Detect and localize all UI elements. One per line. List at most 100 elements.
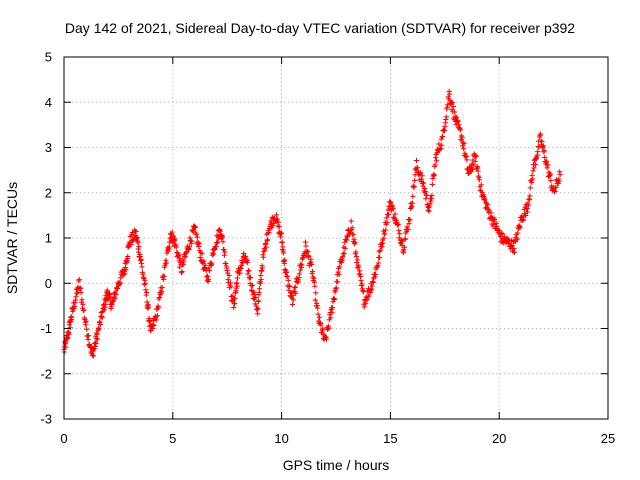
data-point — [112, 296, 118, 302]
data-point — [228, 284, 234, 290]
data-point — [364, 297, 370, 303]
data-point — [353, 249, 359, 255]
data-point — [290, 297, 297, 303]
data-point — [485, 202, 491, 208]
data-point — [193, 232, 200, 238]
data-point — [99, 315, 105, 321]
data-point — [279, 239, 285, 245]
data-point — [122, 271, 128, 277]
data-point — [273, 212, 280, 218]
data-point — [90, 346, 96, 353]
data-point — [262, 247, 268, 253]
data-point — [351, 236, 357, 242]
data-point — [258, 276, 264, 282]
data-point — [285, 277, 291, 283]
y-tick-label: -2 — [40, 366, 52, 381]
x-tick-label: 15 — [383, 431, 397, 446]
data-point — [280, 250, 287, 256]
data-point — [315, 305, 321, 311]
chart-title: Day 142 of 2021, Sidereal Day-to-day VTE… — [65, 20, 575, 36]
data-point — [341, 250, 347, 256]
data-point — [192, 224, 199, 230]
data-point — [222, 249, 228, 255]
data-point — [177, 264, 183, 270]
data-point — [190, 229, 196, 235]
data-point — [544, 158, 550, 164]
data-point — [144, 299, 150, 305]
data-point — [459, 134, 465, 140]
x-tick-label: 25 — [601, 431, 615, 446]
data-point — [205, 276, 212, 283]
data-point — [103, 297, 109, 304]
data-point — [259, 265, 266, 271]
y-tick-label: -1 — [40, 321, 52, 336]
data-point — [323, 336, 330, 342]
data-point — [97, 321, 103, 328]
data-point — [315, 311, 321, 317]
data-point — [411, 184, 417, 190]
data-point — [318, 322, 324, 328]
data-point — [527, 185, 533, 191]
data-point — [251, 289, 257, 295]
data-point — [155, 305, 162, 311]
data-point — [361, 304, 367, 310]
data-point — [331, 296, 338, 303]
data-point — [336, 264, 343, 270]
data-point — [418, 170, 424, 176]
grid — [64, 57, 608, 419]
data-point — [194, 234, 200, 240]
data-point — [388, 199, 394, 205]
data-point — [255, 305, 261, 311]
data-point — [333, 285, 339, 291]
data-point — [128, 241, 134, 248]
data-point — [297, 267, 304, 273]
data-point — [250, 295, 257, 302]
data-point — [529, 179, 535, 186]
data-point — [221, 246, 227, 253]
data-point — [197, 254, 203, 261]
data-point — [540, 143, 546, 149]
data-point — [234, 283, 240, 289]
data-point — [312, 297, 318, 303]
data-point — [93, 336, 99, 342]
data-point — [205, 273, 211, 279]
data-point — [265, 237, 271, 243]
data-point — [166, 244, 172, 250]
data-point — [414, 165, 421, 171]
data-point — [355, 257, 361, 263]
data-point — [424, 192, 430, 198]
data-point — [329, 310, 335, 316]
data-point — [431, 172, 437, 178]
data-point — [93, 340, 99, 347]
data-point — [107, 294, 113, 300]
data-point — [237, 270, 243, 276]
data-point — [101, 307, 108, 313]
data-point — [275, 219, 281, 226]
data-point — [123, 266, 129, 273]
data-point — [173, 244, 179, 250]
data-point — [436, 141, 442, 147]
x-tick-label: 5 — [169, 431, 176, 446]
data-point — [287, 283, 293, 290]
data-point — [348, 218, 354, 224]
data-point — [163, 260, 170, 266]
data-point — [514, 237, 520, 243]
data-point — [90, 353, 97, 359]
y-tick-label: 0 — [45, 276, 52, 291]
data-point — [396, 228, 402, 234]
data-point — [69, 314, 75, 320]
data-point — [335, 279, 341, 285]
data-point — [114, 285, 121, 292]
data-point — [308, 261, 315, 268]
data-point — [461, 141, 467, 147]
data-point — [476, 177, 483, 183]
data-point — [419, 173, 425, 179]
data-point — [201, 258, 207, 264]
data-point — [220, 239, 226, 245]
data-point — [211, 251, 217, 257]
data-point — [172, 236, 178, 242]
data-point — [464, 157, 470, 163]
data-point — [450, 104, 456, 110]
data-point — [491, 216, 497, 223]
